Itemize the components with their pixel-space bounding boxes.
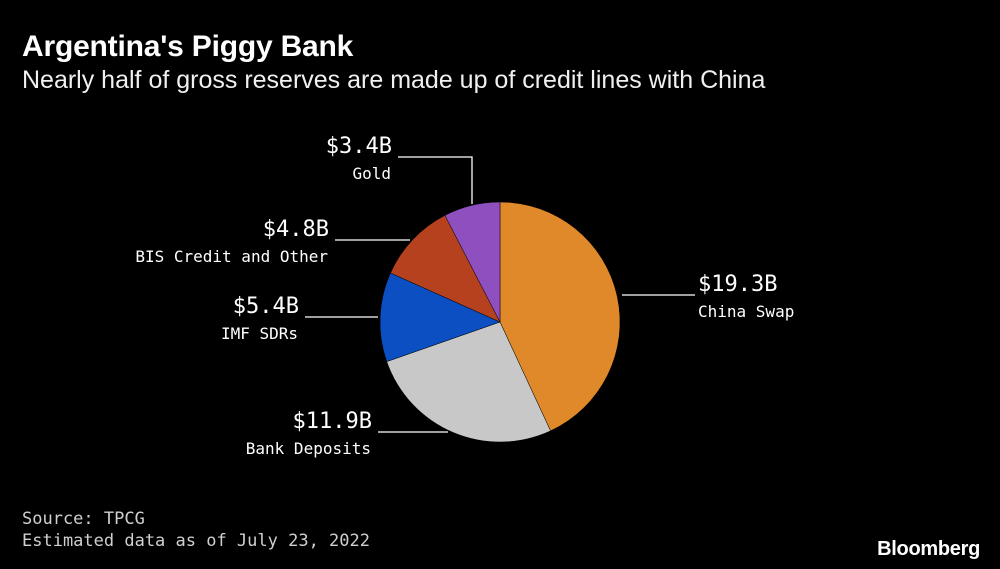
pie-slice-bank-deposits xyxy=(386,321,551,443)
leader-lines xyxy=(305,156,695,433)
footer-notes: Source: TPCG Estimated data as of July 2… xyxy=(22,508,370,552)
value-label-china-swap: $19.3B xyxy=(698,272,777,297)
pie-slice-imf-sdrs xyxy=(379,272,501,362)
slice-labels: $19.3B China Swap $11.9B Bank Deposits $5.4B… xyxy=(135,134,794,458)
chart-subtitle: Nearly half of gross reserves are made u… xyxy=(22,66,766,94)
pie-slice-gold xyxy=(444,201,501,323)
leader-line-gold xyxy=(398,156,473,204)
value-label-bis-credit-and-other: $4.8B xyxy=(263,217,329,242)
category-label-bank-deposits: Bank Deposits xyxy=(246,439,371,458)
bloomberg-logo: Bloomberg xyxy=(877,538,980,560)
pie-slice-china-swap xyxy=(499,201,621,432)
source-note: Source: TPCG xyxy=(22,509,145,529)
chart-title: Argentina's Piggy Bank xyxy=(22,30,354,63)
category-label-gold: Gold xyxy=(352,164,391,183)
value-label-gold: $3.4B xyxy=(326,134,392,159)
pie-slice-bis-credit-and-other xyxy=(390,215,501,323)
category-label-china-swap: China Swap xyxy=(698,302,794,321)
category-label-bis-credit-and-other: BIS Credit and Other xyxy=(135,247,328,266)
data-date-note: Estimated data as of July 23, 2022 xyxy=(22,531,370,551)
category-label-imf-sdrs: IMF SDRs xyxy=(221,324,298,343)
value-label-bank-deposits: $11.9B xyxy=(293,409,372,434)
value-label-imf-sdrs: $5.4B xyxy=(233,294,299,319)
pie-slices xyxy=(379,201,621,443)
